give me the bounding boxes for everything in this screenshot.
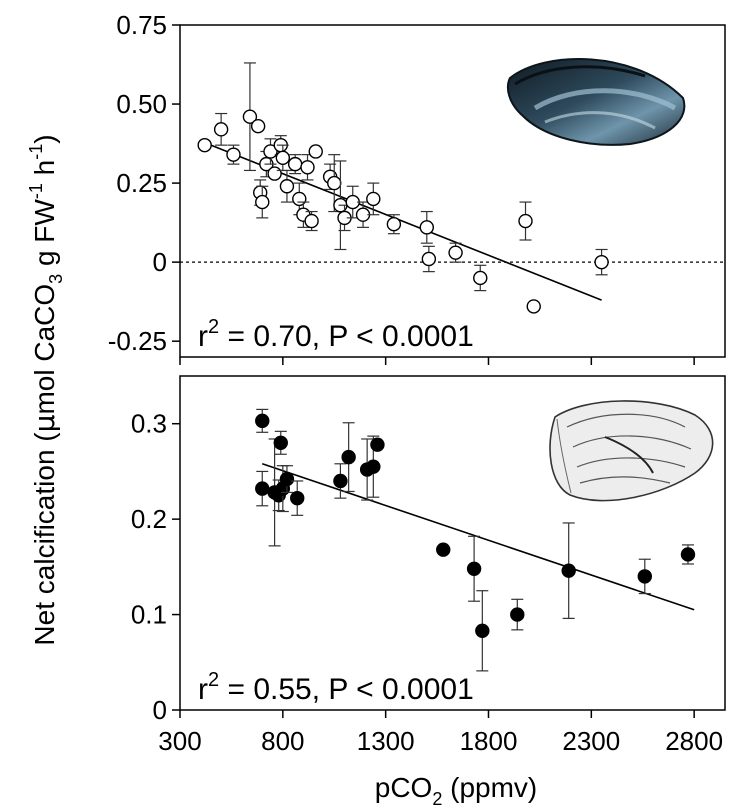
y-tick-label: 0.1 — [131, 600, 167, 630]
bottom-panel-oyster: 0 0.1 0.2 0.3 r2 = 0.55, P < 0.0001 — [131, 375, 726, 725]
mussel-shell-icon — [506, 58, 686, 146]
data-point — [561, 563, 576, 578]
data-point — [300, 160, 315, 175]
data-point — [267, 166, 282, 181]
data-point — [287, 156, 303, 172]
data-point — [466, 561, 482, 576]
x-tick-label: 800 — [261, 726, 304, 756]
x-tick-label: 2300 — [562, 726, 620, 756]
oyster-shell-icon — [549, 400, 714, 502]
data-point — [273, 435, 288, 450]
data-point — [419, 220, 434, 235]
data-point — [250, 118, 266, 134]
data-point — [279, 179, 295, 194]
data-point — [255, 481, 270, 496]
y-axis-title: Net calcification (μmol CaCO3 g FW-1 h-1… — [26, 134, 66, 645]
data-point — [526, 299, 541, 314]
data-point — [197, 137, 212, 153]
y-tick-label: 0.75 — [116, 10, 167, 40]
top-stat-label: r2 = 0.70, P < 0.0001 — [198, 316, 474, 353]
data-point — [473, 270, 488, 286]
data-point — [304, 213, 319, 229]
data-point — [510, 607, 525, 622]
data-point — [421, 251, 437, 267]
data-point — [594, 254, 609, 270]
y-tick-label: 0.25 — [116, 168, 167, 198]
data-point — [275, 150, 291, 166]
data-point — [386, 216, 402, 232]
y-tick-label: -0.25 — [108, 326, 167, 356]
data-point — [680, 547, 696, 562]
x-tick-label: 1300 — [357, 726, 415, 756]
top-panel-frame — [179, 24, 726, 358]
y-tick-label: 0.3 — [131, 409, 167, 439]
data-point — [436, 542, 451, 557]
x-axis-title: pCO2 (ppmv) — [375, 772, 538, 805]
data-point — [333, 473, 348, 489]
x-tick-label: 2800 — [665, 726, 723, 756]
data-point — [263, 144, 278, 159]
x-axis: 300 800 1300 1800 2300 2800 — [158, 726, 723, 756]
data-point — [327, 175, 342, 191]
bottom-stat-label: r2 = 0.55, P < 0.0001 — [198, 669, 474, 706]
data-point — [226, 147, 241, 162]
top-panel-mussel: -0.25 0 0.25 0.50 0.75 r2 = 0.70, P < 0.0001 — [108, 10, 726, 365]
data-point — [637, 569, 652, 584]
x-tick-label: 300 — [158, 726, 201, 756]
data-point — [475, 623, 490, 638]
y-tick-label: 0.50 — [116, 89, 167, 119]
data-point — [279, 471, 295, 487]
y-tick-label: 0 — [153, 695, 167, 725]
data-point — [213, 122, 229, 137]
y-tick-label: 0 — [153, 247, 167, 277]
bottom-panel-frame — [179, 375, 726, 711]
data-point — [255, 194, 270, 210]
data-point — [290, 490, 305, 506]
data-point — [242, 109, 258, 124]
data-point — [370, 437, 385, 452]
data-point — [366, 459, 381, 474]
x-tick-label: 1800 — [460, 726, 518, 756]
y-tick-label: 0.2 — [131, 504, 167, 534]
data-point — [255, 413, 270, 429]
data-point — [366, 191, 381, 207]
data-point — [448, 245, 463, 260]
data-point — [341, 449, 356, 465]
data-point — [518, 213, 533, 229]
data-point — [308, 144, 323, 159]
